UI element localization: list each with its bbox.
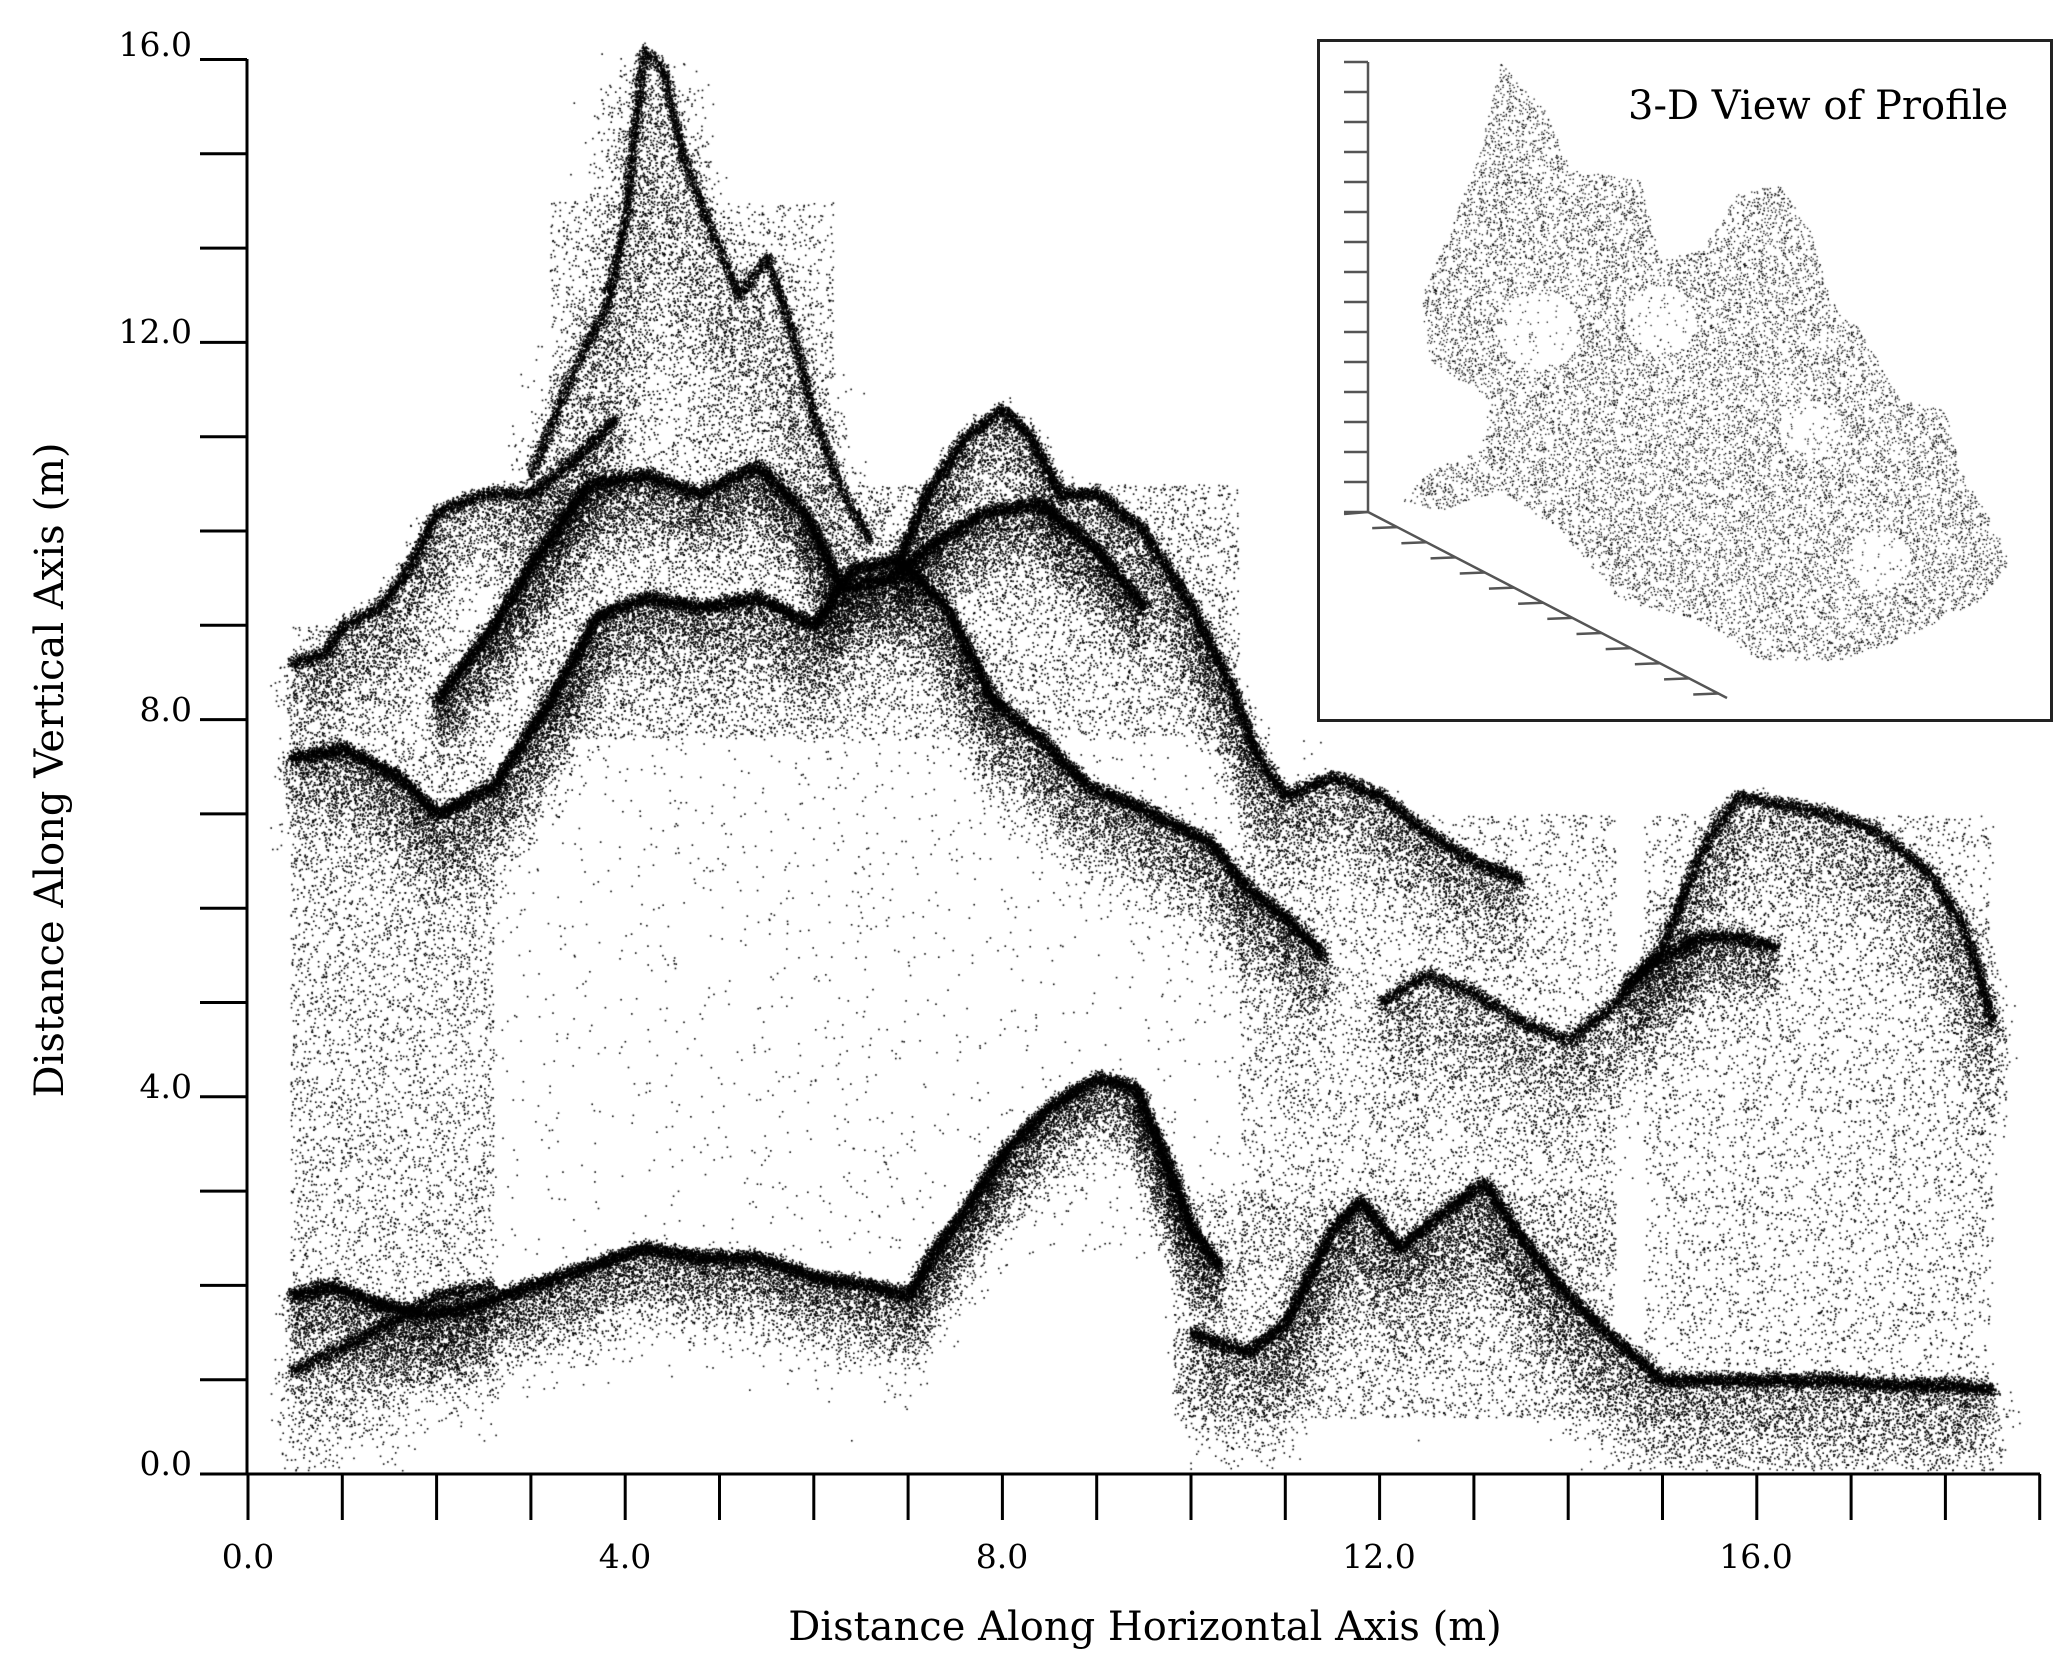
y-tick-label: 4.0 (139, 1067, 192, 1106)
y-tick-label: 12.0 (118, 312, 192, 351)
x-tick-label: 8.0 (975, 1537, 1029, 1576)
y-axis-title: Distance Along Vertical Axis (m) (27, 442, 73, 1098)
inset-3d-point-cloud (1320, 42, 2050, 719)
y-tick-label: 8.0 (139, 690, 192, 729)
y-ticks (200, 58, 247, 1476)
inset-title: 3-D View of Profile (1628, 83, 2009, 129)
y-tick-label: 16.0 (118, 25, 192, 64)
x-tick-label: 0.0 (221, 1537, 275, 1576)
x-tick-label: 4.0 (598, 1537, 652, 1576)
x-tick-label: 16.0 (1719, 1537, 1793, 1576)
x-axis (200, 1472, 2042, 1520)
x-axis-title: Distance Along Horizontal Axis (m) (788, 1604, 1502, 1650)
y-tick-label: 0.0 (139, 1444, 192, 1483)
x-tick-label: 12.0 (1342, 1537, 1416, 1576)
y-axis (200, 58, 249, 1476)
x-ticks (246, 1474, 2042, 1520)
